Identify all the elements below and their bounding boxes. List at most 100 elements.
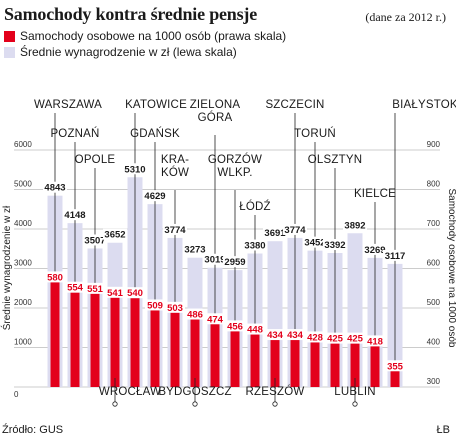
cars-value-box: [85, 282, 105, 294]
bars: [47, 177, 403, 387]
salary-value-box: [43, 181, 67, 193]
city-label-line: BIAŁYSTOK: [392, 99, 456, 111]
city-label: GORZÓW WLKP.: [208, 153, 262, 179]
cars-value-label: 580: [47, 272, 63, 283]
salary-value-box: [203, 253, 227, 265]
right-tick-label: 700: [427, 219, 441, 228]
cars-value-box: [65, 281, 85, 293]
cars-value-box: [245, 323, 265, 335]
cars-bar: [50, 276, 60, 387]
pointer-dot: [272, 401, 278, 407]
salary-value-box: [163, 223, 187, 235]
salary-value-label: 3019: [204, 255, 225, 266]
right-tick-label: 800: [427, 180, 441, 189]
salary-value-box: [243, 239, 267, 251]
city-label-line: OLSZTYN: [308, 154, 362, 166]
cars-value-box: [185, 308, 205, 320]
salary-value-box: [283, 223, 307, 235]
salary-value-label: 5310: [124, 164, 145, 175]
salary-value-label: 3691: [264, 228, 286, 239]
city-label-line: WROCŁAW: [99, 386, 161, 398]
salary-value-box: [303, 236, 327, 248]
cars-value-label: 428: [307, 332, 323, 343]
salary-value-label: 3774: [284, 225, 306, 236]
cars-value-box: [345, 332, 365, 344]
city-label: SZCZECIN: [265, 99, 324, 111]
salary-value-box: [183, 243, 207, 255]
city-label-line: KRA-: [161, 154, 189, 166]
salary-value-label: 3273: [184, 245, 205, 256]
cars-value-box: [365, 335, 385, 347]
right-tick-label: 400: [427, 338, 441, 347]
city-label: KRA-KÓW: [161, 154, 189, 179]
city-label-line: ZIELONA: [190, 99, 241, 111]
cars-value-label: 486: [187, 310, 203, 321]
legend-item-cars: Samochody osobowe na 1000 osób (prawa sk…: [4, 29, 286, 43]
salary-value-label: 2959: [224, 257, 245, 268]
city-label: GDAŃSK: [130, 127, 180, 140]
cars-bar: [350, 337, 360, 387]
cars-value-label: 418: [367, 336, 383, 347]
left-tick-label: 0: [14, 390, 19, 399]
city-label-line: SZCZECIN: [265, 99, 324, 111]
city-label-line: RZESZÓW: [246, 385, 305, 398]
city-label: KATOWICE: [125, 99, 187, 111]
salary-value-box: [123, 163, 147, 175]
cars-value-box: [225, 320, 245, 332]
salary-value-label: 4629: [144, 191, 165, 202]
cars-bar: [150, 304, 160, 387]
cars-bar: [230, 325, 240, 387]
right-tick-label: 600: [427, 259, 441, 268]
y-axis-label-left: Średnie wynagrodzenie w zł: [0, 205, 13, 330]
salary-value-label: 3774: [164, 225, 186, 236]
cars-value-label: 503: [167, 303, 183, 314]
cars-value-box: [105, 286, 125, 298]
cars-value-box: [285, 329, 305, 341]
salary-value-label: 4148: [64, 210, 85, 221]
cars-bar: [110, 291, 120, 387]
cars-bar: [130, 292, 140, 387]
city-label: WROCŁAW: [99, 386, 161, 398]
city-label-line: KÓW: [161, 166, 189, 179]
city-label-line: POZNAŃ: [50, 127, 99, 140]
cars-value-label: 541: [107, 288, 124, 299]
city-label: WARSZAWA: [34, 99, 102, 111]
salary-value-label: 3452: [304, 238, 325, 249]
salary-value-box: [323, 239, 347, 251]
city-label: LUBLIN: [334, 386, 375, 398]
legend-item-salary: Średnie wynagrodzenie w zł (lewa skala): [4, 45, 237, 59]
cars-bar: [250, 328, 260, 387]
salary-value-box: [223, 256, 247, 268]
cars-value-label: 540: [127, 288, 143, 299]
cars-value-box: [305, 331, 325, 343]
cars-bar: [90, 287, 100, 387]
cars-bar: [390, 365, 400, 387]
data-year-note: (dane za 2012 r.): [365, 10, 446, 24]
cars-value-label: 474: [207, 314, 224, 325]
salary-value-box: [383, 249, 407, 261]
city-label-line: GORZÓW: [208, 153, 262, 166]
city-label: TORUŃ: [294, 127, 336, 140]
cars-bar: [270, 334, 280, 387]
right-tick-label: 500: [427, 298, 441, 307]
cars-swatch: [4, 30, 15, 42]
cars-value-label: 448: [247, 325, 263, 336]
city-label: OPOLE: [75, 154, 116, 166]
cars-value-box: [125, 287, 145, 299]
city-label-line: GDAŃSK: [130, 127, 180, 140]
salary-value-label: 3392: [324, 240, 345, 251]
city-label-line: KATOWICE: [125, 99, 187, 111]
author-initials: ŁB: [436, 424, 450, 436]
left-tick-label: 3000: [14, 259, 32, 268]
city-label-line: WLKP.: [217, 167, 252, 179]
cars-bar: [70, 286, 80, 387]
salary-value-label: 3507: [84, 235, 105, 246]
cars-bar: [310, 336, 320, 387]
salary-value-box: [263, 227, 287, 239]
pointer-dot: [112, 401, 118, 407]
city-label-line: WARSZAWA: [34, 99, 102, 111]
cars-value-box: [45, 271, 65, 283]
gridlines: 1000 2000 3000 4000 5000 6000 300 400 500 600 700 8…: [14, 140, 441, 399]
pointer-dot: [352, 401, 358, 407]
cars-value-box: [205, 313, 225, 325]
